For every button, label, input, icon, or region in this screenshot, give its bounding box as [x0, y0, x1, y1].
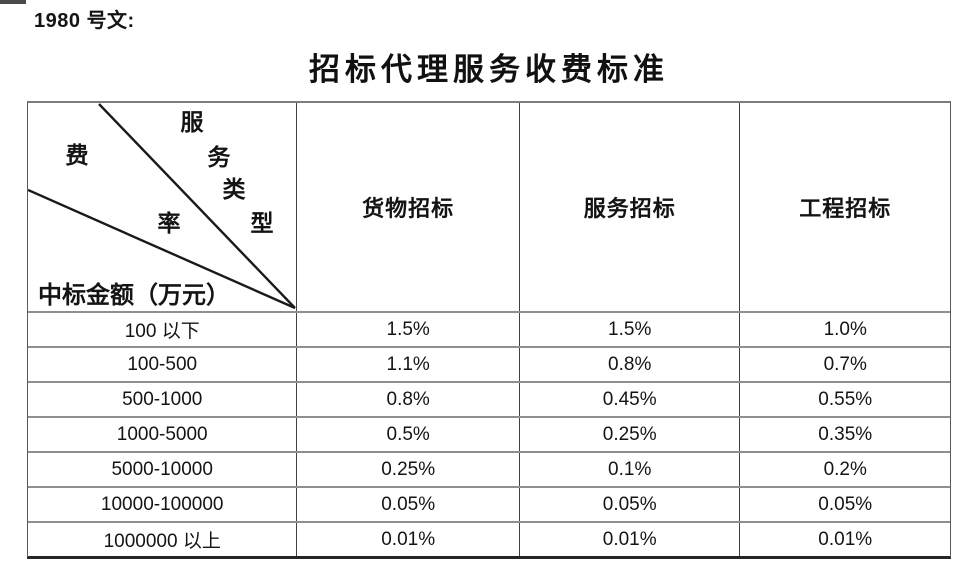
document-number-label: 1980 号文: — [34, 10, 135, 32]
rate-cell: 0.01% — [296, 523, 519, 556]
service-type-char-2: 务 — [207, 145, 231, 170]
rate-cell: 0.2% — [739, 453, 950, 486]
rate-cell: 0.05% — [739, 488, 950, 521]
table-row: 10000-100000 0.05% 0.05% 0.05% — [28, 486, 950, 521]
table-row: 1000-5000 0.5% 0.25% 0.35% — [28, 416, 950, 451]
rate-cell: 1.5% — [518, 313, 740, 346]
rate-cell: 0.45% — [518, 383, 740, 416]
rate-cell: 0.01% — [518, 523, 740, 556]
rate-cell: 0.8% — [296, 383, 519, 416]
service-type-char-4: 型 — [250, 211, 274, 236]
table-row: 5000-10000 0.25% 0.1% 0.2% — [28, 451, 950, 486]
rate-cell: 0.35% — [739, 418, 950, 451]
service-type-char-3: 类 — [222, 177, 246, 202]
fee-standard-table: 服 务 类 型 费 率 中标金额（万元） 货物招标 服务招标 工程招标 100 … — [27, 101, 951, 559]
rate-cell: 1.1% — [296, 348, 519, 381]
table-row: 100-500 1.1% 0.8% 0.7% — [28, 346, 950, 381]
rate-cell: 0.5% — [296, 418, 519, 451]
table-row: 100 以下 1.5% 1.5% 1.0% — [28, 311, 950, 346]
column-header-goods: 货物招标 — [296, 103, 519, 311]
rate-cell: 0.8% — [518, 348, 740, 381]
rate-cell: 0.05% — [518, 488, 740, 521]
fee-rate-char-1: 费 — [65, 143, 89, 168]
row-label-cell: 500-1000 — [122, 388, 203, 410]
rate-cell: 0.7% — [739, 348, 950, 381]
scan-edge-artifact — [0, 0, 26, 4]
row-label-cell: 100 以下 — [124, 321, 200, 342]
rate-cell: 0.55% — [739, 383, 950, 416]
row-label-cell: 10000-100000 — [100, 493, 224, 515]
rate-cell: 0.1% — [518, 453, 740, 486]
row-label-cell: 5000-10000 — [111, 458, 213, 480]
diagonal-split-header-cell: 服 务 类 型 费 率 中标金额（万元） — [28, 103, 296, 311]
fee-rate-char-2: 率 — [157, 211, 181, 236]
page-title: 招标代理服务收费标准 — [309, 52, 669, 87]
rate-cell: 0.05% — [296, 488, 519, 521]
row-label-cell: 100-500 — [127, 353, 198, 375]
row-label-cell: 1000-5000 — [116, 423, 208, 445]
table-row: 1000000 以上 0.01% 0.01% 0.01% — [28, 521, 950, 556]
award-amount-label: 中标金额（万元） — [38, 283, 230, 309]
column-header-works: 工程招标 — [739, 103, 950, 311]
table-header-row: 服 务 类 型 费 率 中标金额（万元） 货物招标 服务招标 工程招标 — [28, 103, 950, 311]
rate-cell: 0.01% — [739, 523, 950, 556]
rate-cell: 0.25% — [518, 418, 740, 451]
rate-cell: 1.0% — [739, 313, 950, 346]
rate-cell: 0.25% — [296, 453, 519, 486]
service-type-char-1: 服 — [180, 110, 204, 135]
diagonal-divider-lines — [28, 103, 296, 310]
column-header-services: 服务招标 — [518, 103, 740, 311]
rate-cell: 1.5% — [296, 313, 519, 346]
row-label-cell: 1000000 以上 — [103, 531, 221, 552]
table-row: 500-1000 0.8% 0.45% 0.55% — [28, 381, 950, 416]
